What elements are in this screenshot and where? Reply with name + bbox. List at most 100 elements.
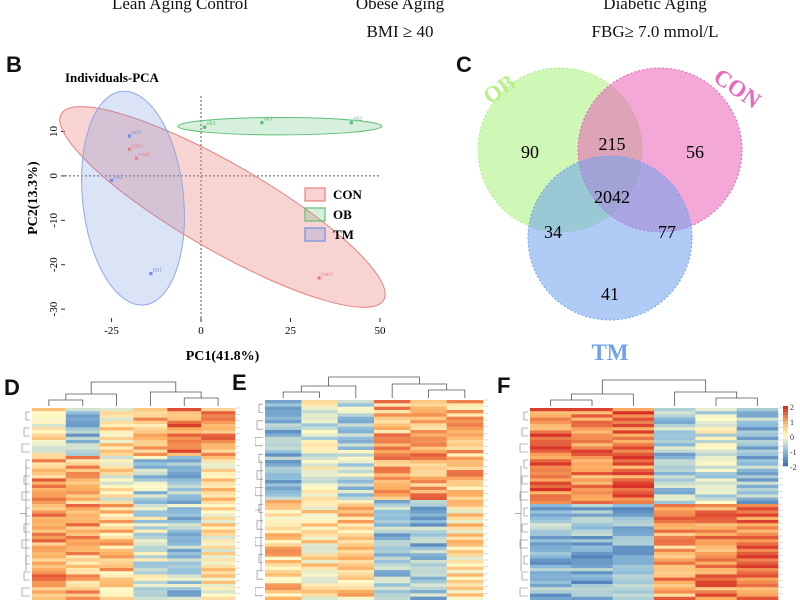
heatmap-cell bbox=[65, 472, 100, 476]
heatmap-cell bbox=[410, 593, 447, 597]
color-scale-segment bbox=[783, 463, 788, 467]
heatmap-cell bbox=[32, 446, 67, 450]
heatmap-cell bbox=[301, 560, 338, 564]
heatmap-cell bbox=[167, 536, 202, 540]
heatmap-cell bbox=[301, 423, 338, 427]
heatmap-cell bbox=[654, 484, 696, 489]
heatmap-cell bbox=[571, 529, 613, 534]
heatmap-cell bbox=[337, 436, 375, 441]
heatmap-cell bbox=[265, 453, 302, 457]
heatmap-cell bbox=[446, 420, 484, 424]
heatmap-cell bbox=[265, 516, 302, 521]
row-dendrogram bbox=[20, 411, 30, 597]
heatmap-cell bbox=[65, 420, 100, 425]
pca-point-label: ob2 bbox=[353, 117, 362, 123]
dendrogram-link bbox=[715, 397, 758, 406]
pca-point-tm1 bbox=[149, 271, 153, 276]
heatmap-cell bbox=[410, 493, 447, 497]
dendrogram-link bbox=[282, 391, 320, 398]
heatmap-cell bbox=[530, 452, 572, 457]
heatmap-cell bbox=[446, 523, 484, 527]
heatmap-cell bbox=[99, 584, 134, 588]
heatmap-cell bbox=[337, 583, 375, 587]
heatmap-cell bbox=[65, 408, 100, 412]
heatmap-cell bbox=[133, 408, 168, 412]
heatmap-cell bbox=[612, 510, 655, 514]
heatmap-cell bbox=[167, 584, 202, 588]
heatmap-cell bbox=[374, 586, 411, 591]
fbg-criteria-label: FBG≥ 7.0 mmol/L bbox=[591, 22, 719, 41]
heatmap-cell bbox=[374, 403, 411, 407]
heatmap-cell bbox=[695, 414, 737, 418]
heatmap-cell bbox=[736, 488, 779, 492]
heatmap-cell bbox=[201, 526, 236, 530]
heatmap-cell bbox=[32, 430, 67, 434]
heatmap-cell bbox=[654, 488, 696, 492]
heatmap-cell bbox=[736, 408, 779, 412]
venn-count-ob-con: 215 bbox=[599, 134, 626, 154]
heatmap-cell bbox=[446, 506, 484, 511]
heatmap-cell bbox=[374, 483, 411, 487]
pca-point-label: con1 bbox=[139, 152, 151, 158]
heatmap-cell bbox=[99, 500, 134, 505]
color-scale-segment bbox=[783, 439, 788, 443]
heatmap-cell bbox=[695, 504, 737, 508]
heatmap-cell bbox=[654, 420, 696, 425]
heatmap-cell bbox=[32, 436, 67, 441]
heatmap-cell bbox=[32, 468, 67, 473]
heatmap-cell bbox=[530, 408, 572, 412]
heatmap-cell bbox=[530, 593, 572, 598]
color-scale-segment bbox=[783, 442, 788, 446]
heatmap-cell bbox=[374, 503, 411, 507]
heatmap-cell bbox=[612, 500, 655, 505]
legend-label-tm: TM bbox=[333, 227, 354, 242]
heatmap-cell bbox=[571, 558, 613, 562]
heatmap-cell bbox=[201, 440, 236, 444]
heatmap-cell bbox=[337, 553, 375, 557]
heatmap-cell bbox=[65, 571, 100, 575]
heatmap-cell bbox=[99, 491, 134, 495]
heatmap-cell bbox=[446, 563, 484, 567]
heatmap-cell bbox=[530, 459, 572, 463]
heatmap-cell bbox=[695, 539, 737, 543]
heatmap-cell bbox=[446, 580, 484, 584]
heatmap-cell bbox=[301, 456, 338, 461]
heatmap-cell bbox=[301, 486, 338, 491]
heatmap-cell bbox=[201, 414, 236, 418]
heatmap-cell bbox=[571, 555, 613, 559]
heatmap-cell bbox=[446, 590, 484, 594]
heatmap-cell bbox=[265, 463, 302, 467]
heatmap-cell bbox=[201, 411, 236, 415]
heatmap-cell bbox=[530, 481, 572, 486]
heatmap-cell bbox=[530, 555, 572, 559]
heatmap-cell bbox=[133, 523, 168, 527]
heatmap-cell bbox=[32, 433, 67, 438]
heatmap-cell bbox=[530, 529, 572, 534]
heatmap-cell bbox=[374, 573, 411, 577]
dendrogram-link bbox=[150, 391, 202, 406]
heatmap-cell bbox=[736, 523, 779, 527]
heatmap-cell bbox=[99, 564, 134, 569]
heatmap-cell bbox=[337, 503, 375, 507]
heatmap-cell bbox=[410, 513, 447, 517]
heatmap-cell bbox=[530, 571, 572, 575]
heatmap-cell bbox=[32, 443, 67, 447]
heatmap-cell bbox=[337, 420, 375, 424]
heatmap-cell bbox=[99, 526, 134, 530]
heatmap-cell bbox=[612, 472, 655, 476]
lean-control-label: Lean Aging Control bbox=[112, 0, 248, 13]
heatmap-cell bbox=[446, 546, 484, 551]
heatmap-cell bbox=[301, 400, 338, 404]
legend-swatch-ob bbox=[304, 207, 326, 222]
heatmap-cell bbox=[167, 564, 202, 569]
heatmap-cell bbox=[337, 453, 375, 457]
heatmap-cell bbox=[695, 475, 737, 479]
heatmap-cell bbox=[65, 414, 100, 418]
heatmap-cell bbox=[65, 468, 100, 473]
row-dendrogram-link bbox=[523, 555, 528, 565]
heatmap-cell bbox=[65, 558, 100, 562]
heatmap-cell bbox=[410, 466, 447, 471]
heatmap-cell bbox=[410, 503, 447, 507]
heatmap-cell bbox=[612, 449, 655, 454]
heatmap-cell bbox=[337, 500, 375, 504]
